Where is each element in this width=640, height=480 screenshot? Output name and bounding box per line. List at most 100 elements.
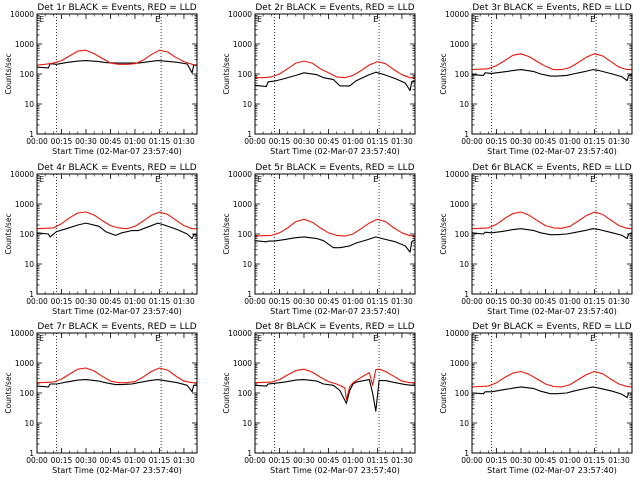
x-tick-label: 01:30 bbox=[608, 297, 630, 306]
x-tick-label: 01:15 bbox=[149, 137, 171, 146]
x-axis-label: Start Time (02-Mar-07 23:57:40) bbox=[270, 307, 400, 316]
x-tick-label: 00:30 bbox=[75, 456, 97, 465]
y-tick-label: 100 bbox=[238, 70, 253, 79]
panel-title: Det 2r BLACK = Events, RED = LLD bbox=[255, 3, 414, 13]
x-tick-label: 00:15 bbox=[486, 297, 508, 306]
y-axis-label: Counts/sec bbox=[4, 53, 13, 94]
y-tick-label: 1000 bbox=[233, 200, 252, 209]
y-tick-label: 10 bbox=[459, 260, 469, 269]
x-tick-label: 00:30 bbox=[510, 456, 532, 465]
series-line-lld bbox=[471, 211, 633, 230]
x-tick-label: 00:45 bbox=[535, 297, 557, 306]
corner-marker-left: E bbox=[257, 334, 262, 343]
plot-frame bbox=[254, 173, 416, 295]
y-tick-label: 1000 bbox=[233, 40, 252, 49]
y-tick-label: 10 bbox=[242, 260, 252, 269]
y-tick-label: 10000 bbox=[228, 10, 252, 19]
y-tick-label: 10 bbox=[459, 419, 469, 428]
series-line-events bbox=[36, 222, 198, 240]
x-tick-label: 01:15 bbox=[367, 456, 389, 465]
y-tick-label: 10 bbox=[242, 419, 252, 428]
series-line-events bbox=[254, 379, 415, 412]
panel-title: Det 1r BLACK = Events, RED = LLD bbox=[37, 3, 196, 13]
x-tick-label: 00:45 bbox=[318, 137, 340, 146]
y-tick-label: 100 bbox=[238, 389, 253, 398]
x-tick-label: 00:00 bbox=[461, 297, 483, 306]
series-line-lld bbox=[254, 218, 416, 237]
corner-marker-right: E bbox=[155, 15, 160, 24]
panel-5r: Det 5r BLACK = Events, RED = LLD E E 1 10 100… bbox=[222, 163, 416, 316]
x-tick-label: 00:30 bbox=[293, 137, 315, 146]
x-tick-label: 01:15 bbox=[149, 297, 171, 306]
series-line-events bbox=[471, 228, 633, 240]
x-axis-label: Start Time (02-Mar-07 23:57:40) bbox=[52, 466, 182, 475]
y-tick-label: 1 bbox=[247, 449, 252, 458]
panel-8r: Det 8r BLACK = Events, RED = LLD E E 1 10 100… bbox=[222, 322, 416, 475]
x-tick-label: 01:15 bbox=[584, 137, 606, 146]
plot-frame bbox=[254, 332, 416, 454]
y-tick-label: 10000 bbox=[445, 329, 469, 338]
x-tick-label: 01:15 bbox=[367, 297, 389, 306]
y-axis-label: Counts/sec bbox=[439, 372, 448, 413]
y-tick-label: 10 bbox=[459, 100, 469, 109]
x-tick-label: 01:00 bbox=[124, 297, 146, 306]
series-line-events bbox=[471, 386, 632, 399]
corner-marker-right: E bbox=[373, 15, 378, 24]
x-tick-label: 00:30 bbox=[75, 297, 97, 306]
x-tick-label: 00:00 bbox=[461, 137, 483, 146]
x-tick-label: 01:00 bbox=[559, 297, 581, 306]
series-line-events bbox=[254, 236, 416, 253]
x-tick-label: 01:15 bbox=[584, 456, 606, 465]
x-tick-label: 00:15 bbox=[269, 456, 291, 465]
x-tick-label: 00:45 bbox=[100, 297, 122, 306]
x-tick-label: 01:00 bbox=[342, 137, 364, 146]
y-tick-label: 1000 bbox=[15, 359, 34, 368]
x-tick-label: 00:15 bbox=[51, 137, 73, 146]
corner-marker-right: E bbox=[155, 334, 160, 343]
corner-marker-left: E bbox=[474, 15, 479, 24]
y-tick-label: 1 bbox=[247, 290, 252, 299]
series-line-lld bbox=[471, 53, 632, 71]
x-tick-label: 00:45 bbox=[318, 297, 340, 306]
x-tick-label: 01:30 bbox=[173, 137, 195, 146]
y-tick-label: 100 bbox=[455, 70, 470, 79]
panel-6r: Det 6r BLACK = Events, RED = LLD E E 1 10 100… bbox=[439, 163, 633, 316]
y-axis-label: Counts/sec bbox=[222, 213, 231, 254]
x-tick-label: 01:30 bbox=[391, 297, 413, 306]
x-tick-label: 01:30 bbox=[173, 456, 195, 465]
x-axis-label: Start Time (02-Mar-07 23:57:40) bbox=[270, 466, 400, 475]
panel-title: Det 6r BLACK = Events, RED = LLD bbox=[472, 163, 631, 173]
y-tick-label: 100 bbox=[20, 230, 35, 239]
y-axis-label: Counts/sec bbox=[222, 53, 231, 94]
x-tick-label: 00:00 bbox=[26, 137, 48, 146]
panel-4r: Det 4r BLACK = Events, RED = LLD E E 1 10 100… bbox=[4, 163, 198, 316]
x-tick-label: 00:15 bbox=[269, 297, 291, 306]
x-tick-label: 00:45 bbox=[318, 456, 340, 465]
series-line-events bbox=[471, 69, 633, 82]
x-axis-label: Start Time (02-Mar-07 23:57:40) bbox=[487, 307, 617, 316]
y-axis-label: Counts/sec bbox=[4, 213, 13, 254]
x-axis-label: Start Time (02-Mar-07 23:57:40) bbox=[270, 147, 400, 156]
x-tick-label: 01:00 bbox=[559, 137, 581, 146]
y-tick-label: 10000 bbox=[445, 170, 469, 179]
x-tick-label: 00:00 bbox=[244, 456, 266, 465]
y-tick-label: 10 bbox=[242, 100, 252, 109]
plot-frame bbox=[36, 173, 198, 295]
series-line-lld bbox=[254, 368, 415, 401]
panel-title: Det 5r BLACK = Events, RED = LLD bbox=[255, 163, 414, 173]
x-tick-label: 01:00 bbox=[559, 456, 581, 465]
y-tick-label: 100 bbox=[238, 230, 253, 239]
panel-title: Det 9r BLACK = Events, RED = LLD bbox=[472, 322, 631, 332]
panel-9r: Det 9r BLACK = Events, RED = LLD E E 1 10 100… bbox=[439, 322, 633, 475]
plot-frame bbox=[36, 13, 198, 135]
plot-frame bbox=[36, 332, 198, 454]
x-tick-label: 01:15 bbox=[584, 297, 606, 306]
x-tick-label: 01:00 bbox=[124, 456, 146, 465]
corner-marker-left: E bbox=[39, 175, 44, 184]
series-line-lld bbox=[471, 370, 633, 388]
x-tick-label: 00:00 bbox=[244, 297, 266, 306]
y-tick-label: 100 bbox=[20, 70, 35, 79]
x-tick-label: 00:30 bbox=[293, 297, 315, 306]
x-tick-label: 01:00 bbox=[342, 456, 364, 465]
